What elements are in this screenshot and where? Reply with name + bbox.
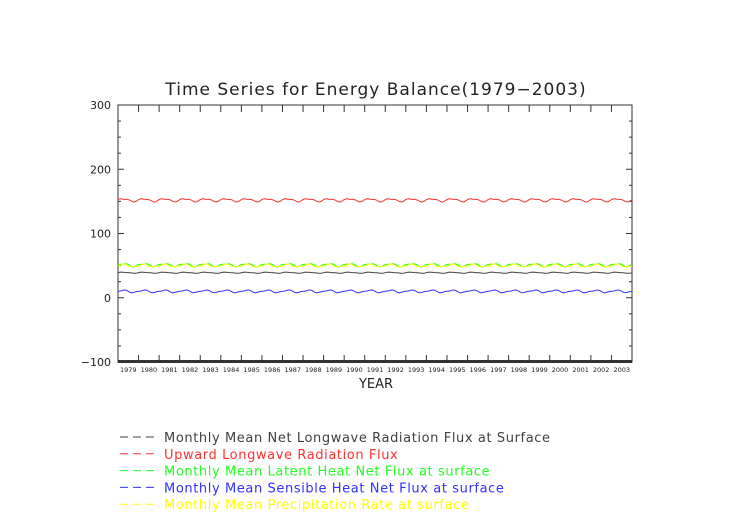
x-tick-label: 2003 [613, 366, 630, 374]
chart-title: Time Series for Energy Balance(1979−2003… [164, 80, 586, 100]
series-line [117, 198, 633, 203]
x-tick-label: 1988 [305, 366, 322, 374]
legend-label: Monthly Mean Sensible Heat Net Flux at s… [164, 481, 505, 496]
x-tick-label: 1998 [511, 366, 528, 374]
x-tick-label: 1983 [202, 366, 219, 374]
y-tick-label: 200 [90, 163, 111, 176]
legend-label: Monthly Mean Net Longwave Radiation Flux… [164, 431, 551, 446]
y-tick-label: 300 [90, 99, 111, 112]
x-tick-label: 1979 [120, 366, 137, 374]
x-tick-label: 1995 [449, 366, 466, 374]
x-tick-label: 1999 [531, 366, 548, 374]
y-tick-label: 100 [90, 228, 111, 241]
x-tick-label: 2001 [572, 366, 589, 374]
y-tick-label: 0 [104, 292, 111, 305]
legend-label: Monthly Mean Latent Heat Net Flux at sur… [164, 465, 490, 480]
legend-label: Upward Longwave Radiation Flux [164, 448, 398, 463]
x-tick-label: 1986 [264, 366, 281, 374]
x-tick-label: 1984 [223, 366, 240, 374]
x-tick-label: 1994 [428, 366, 445, 374]
series-line [117, 263, 633, 268]
x-tick-label: 1993 [408, 366, 425, 374]
x-axis-label: YEAR [358, 377, 393, 392]
x-tick-label: 1981 [161, 366, 178, 374]
legend-label: Monthly Mean Precipitation Rate at surfa… [164, 498, 470, 513]
y-tick-label: −100 [81, 356, 111, 369]
plot-frame [117, 104, 633, 363]
x-tick-label: 1997 [490, 366, 507, 374]
x-tick-label: 2002 [593, 366, 610, 374]
x-tick-label: 1989 [326, 366, 343, 374]
x-tick-label: 1991 [367, 366, 384, 374]
x-tick-label: 1987 [284, 366, 301, 374]
x-tick-label: 1980 [141, 366, 158, 374]
x-tick-label: 1990 [346, 366, 363, 374]
x-tick-label: 1992 [387, 366, 404, 374]
x-tick-label: 1982 [182, 366, 199, 374]
series-line [117, 271, 633, 274]
x-tick-label: 2000 [552, 366, 569, 374]
series-line [117, 289, 633, 294]
x-tick-label: 1985 [243, 366, 260, 374]
x-tick-label: 1996 [470, 366, 487, 374]
x-axis-line [118, 360, 632, 363]
